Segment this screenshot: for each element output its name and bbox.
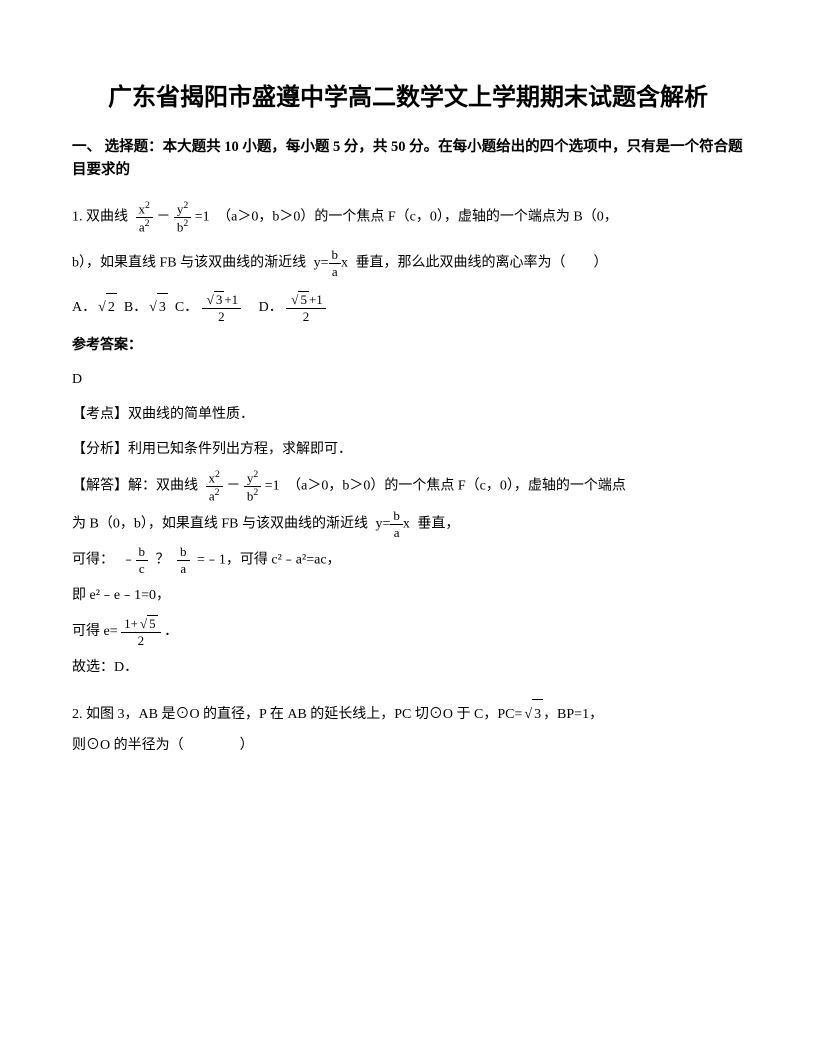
q1-l2-post: 垂直，那么此双曲线的离心率为（ ） xyxy=(356,256,608,271)
sqrt3-icon: 3 xyxy=(147,293,168,322)
q1-options: A．2 B．3 C． 3+12 D． 5+12 xyxy=(72,291,744,324)
kaodian: 【考点】双曲线的简单性质． xyxy=(72,400,744,431)
question-1-line2: b），如果直线 FB 与该双曲线的渐近线 y=bax 垂直，那么此双曲线的离心率… xyxy=(72,247,744,279)
step3-eq: =﹣1，可得 c²﹣a²=ac， xyxy=(197,553,341,568)
step5-frac: 1+52 xyxy=(121,615,160,648)
answer-value: D xyxy=(72,365,744,396)
neg-b-c: ﹣bc xyxy=(122,544,149,576)
q2-line2: 则⊙O 的半径为（ ） xyxy=(72,738,254,753)
option-d-frac: 5+12 xyxy=(286,291,325,324)
sqrt2-icon: 2 xyxy=(96,293,117,322)
page-title: 广东省揭阳市盛遵中学高二数学文上学期期末试题含解析 xyxy=(72,80,744,116)
option-b: B． xyxy=(124,300,147,315)
sqrt3-q2-icon: 3 xyxy=(522,699,543,731)
conclusion: 故选：D． xyxy=(72,653,744,684)
step5: 可得 e= 1+52 ． xyxy=(72,615,744,648)
option-c-frac: 3+12 xyxy=(202,291,241,324)
q2-number: 2. xyxy=(72,707,83,722)
asymptote-formula-2: y=bax xyxy=(375,508,409,540)
step5-pre: 可得 e= xyxy=(72,624,118,639)
section-header: 一、 选择题：本大题共 10 小题，每小题 5 分，共 50 分。在每小题给出的… xyxy=(72,136,744,182)
fenxi: 【分析】利用已知条件列出方程，求解即可． xyxy=(72,435,744,466)
b-a: ba xyxy=(177,544,190,576)
question-2: 2. 如图 3，AB 是⊙O 的直径，P 在 AB 的延长线上，PC 切⊙O 于… xyxy=(72,699,744,762)
q1-l2-pre: b），如果直线 FB 与该双曲线的渐近线 xyxy=(72,256,306,271)
jieda-l2-post: 垂直， xyxy=(417,517,459,532)
step4: 即 e²﹣e﹣1=0， xyxy=(72,581,744,612)
q2-pre: 如图 3，AB 是⊙O 的直径，P 在 AB 的延长线上，PC 切⊙O 于 C，… xyxy=(86,707,522,722)
jieda-cond: （a＞0，b＞0）的一个焦点 F（c，0），虚轴的一个端点 xyxy=(287,479,626,494)
jieda-l2-pre: 为 B（0，b），如果直线 FB 与该双曲线的渐近线 xyxy=(72,517,368,532)
asymptote-formula: y=bax xyxy=(314,247,348,279)
option-c: C． xyxy=(175,300,198,315)
option-a: A． xyxy=(72,300,96,315)
hyperbola-formula: x2a2 － y2b2 =1 xyxy=(136,200,210,235)
hyperbola-formula-2: x2a2 － y2b2 =1 xyxy=(206,469,280,504)
jieda-pre: 【解答】解：双曲线 xyxy=(72,479,202,494)
jieda-line2: 为 B（0，b），如果直线 FB 与该双曲线的渐近线 y=bax 垂直， xyxy=(72,508,744,540)
step5-post: ． xyxy=(164,624,178,639)
q1-pre: 双曲线 xyxy=(86,210,132,225)
q1-number: 1. xyxy=(72,210,83,225)
q1-cond: （a＞0，b＞0）的一个焦点 F（c，0），虚轴的一个端点为 B（0， xyxy=(217,210,618,225)
step3-pre: 可得： xyxy=(72,553,114,568)
q2-post: ，BP=1， xyxy=(543,707,603,722)
answer-label: 参考答案： xyxy=(72,335,744,357)
option-d: D． xyxy=(259,300,283,315)
step3: 可得： ﹣bc ？ ba =﹣1，可得 c²﹣a²=ac， xyxy=(72,544,744,576)
step3-dot: ？ xyxy=(156,553,170,568)
question-1: 1. 双曲线 x2a2 － y2b2 =1 （a＞0，b＞0）的一个焦点 F（c… xyxy=(72,200,744,235)
jieda-line1: 【解答】解：双曲线 x2a2 － y2b2 =1 （a＞0，b＞0）的一个焦点 … xyxy=(72,469,744,504)
